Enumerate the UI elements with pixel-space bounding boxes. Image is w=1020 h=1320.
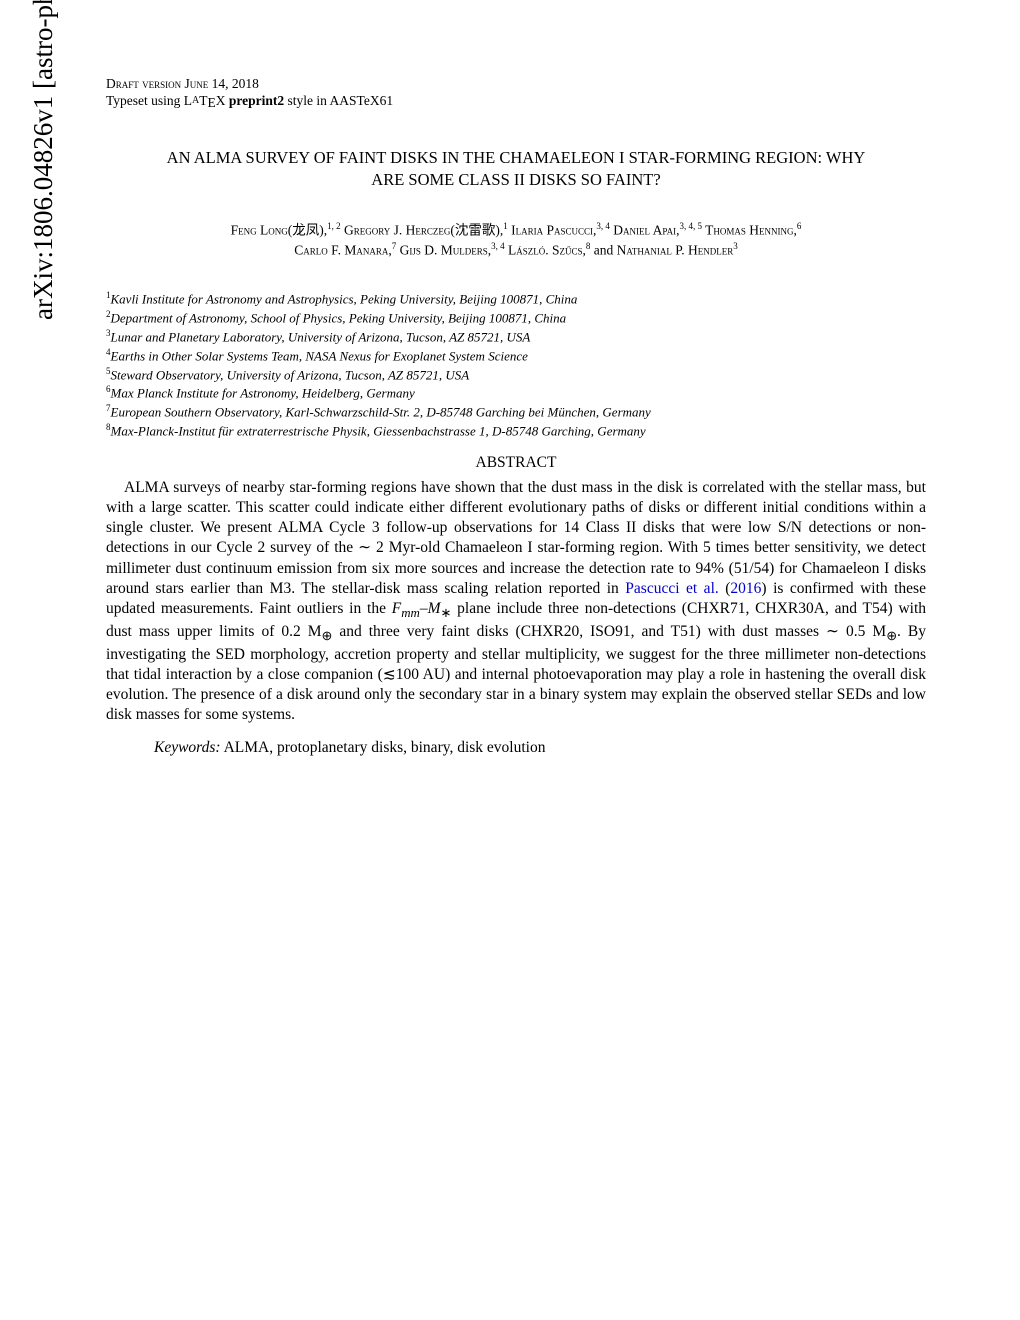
earth-symbol-2: ⊕ bbox=[886, 628, 897, 643]
abstract-body: ALMA surveys of nearby star-forming regi… bbox=[106, 478, 926, 725]
title-line1: AN ALMA SURVEY OF FAINT DISKS IN THE CHA… bbox=[167, 148, 866, 167]
and-word: and bbox=[590, 243, 613, 258]
aff-text-4: Earths in Other Solar Systems Team, NASA… bbox=[111, 348, 528, 363]
draft-date: June 14, 2018 bbox=[185, 76, 259, 91]
author-1-close: ), bbox=[319, 222, 327, 237]
draft-version-line: Draft version June 14, 2018 bbox=[106, 76, 926, 92]
author-1-aff: 1, 2 bbox=[327, 221, 341, 231]
affiliation-3: 3Lunar and Planetary Laboratory, Univers… bbox=[106, 327, 926, 346]
author-2-cjk: 沈雷歌 bbox=[455, 222, 496, 237]
affiliation-7: 7European Southern Observatory, Karl-Sch… bbox=[106, 402, 926, 421]
aff-text-2: Department of Astronomy, School of Physi… bbox=[111, 310, 567, 325]
affiliation-1: 1Kavli Institute for Astronomy and Astro… bbox=[106, 289, 926, 308]
citation-author[interactable]: Pascucci et al. bbox=[625, 580, 718, 597]
author-9-aff: 3 bbox=[733, 241, 738, 251]
author-5-aff: 6 bbox=[797, 221, 802, 231]
earth-symbol-1: ⊕ bbox=[322, 628, 333, 643]
affiliation-4: 4Earths in Other Solar Systems Team, NAS… bbox=[106, 346, 926, 365]
typeset-line: Typeset using LATEX preprint2 style in A… bbox=[106, 93, 926, 111]
typeset-style: preprint2 bbox=[229, 93, 284, 108]
aff-text-7: European Southern Observatory, Karl-Schw… bbox=[111, 405, 651, 420]
author-2: Gregory J. Herczeg( bbox=[341, 222, 455, 237]
author-5: Thomas Henning, bbox=[702, 222, 797, 237]
author-4: Daniel Apai, bbox=[610, 222, 680, 237]
title-line2: ARE SOME CLASS II DISKS SO FAINT? bbox=[371, 170, 660, 189]
paper-title: AN ALMA SURVEY OF FAINT DISKS IN THE CHA… bbox=[106, 147, 926, 192]
latex-x: X bbox=[216, 93, 229, 108]
cite-close: ) bbox=[761, 580, 773, 597]
aff-text-3: Lunar and Planetary Laboratory, Universi… bbox=[111, 329, 531, 344]
aff-text-6: Max Planck Institute for Astronomy, Heid… bbox=[111, 386, 415, 401]
author-3: Ilaria Pascucci, bbox=[508, 222, 597, 237]
citation-year[interactable]: 2016 bbox=[730, 580, 761, 597]
affiliation-5: 5Steward Observatory, University of Ariz… bbox=[106, 365, 926, 384]
keywords-label: Keywords: bbox=[154, 739, 221, 756]
aff-text-8: Max-Planck-Institut für extraterrestrisc… bbox=[111, 423, 646, 438]
var-fmm-sub: mm bbox=[401, 605, 420, 620]
arxiv-identifier: arXiv:1806.04826v1 [astro-ph.SR] 13 Jun … bbox=[28, 0, 59, 320]
typeset-prefix: Typeset using L bbox=[106, 93, 192, 108]
keywords-line: Keywords: ALMA, protoplanetary disks, bi… bbox=[154, 739, 926, 757]
author-1: Feng Long( bbox=[231, 222, 293, 237]
draft-label: Draft version bbox=[106, 76, 181, 91]
affiliation-6: 6Max Planck Institute for Astronomy, Hei… bbox=[106, 383, 926, 402]
aff-text-5: Steward Observatory, University of Arizo… bbox=[111, 367, 470, 382]
abstract-part4: and three very faint disks (CHXR20, ISO9… bbox=[332, 623, 886, 640]
var-fmm-f: F bbox=[392, 600, 401, 617]
var-mstar-m: M bbox=[428, 600, 441, 617]
author-3-aff: 3, 4 bbox=[596, 221, 610, 231]
var-mstar-sub: ∗ bbox=[441, 605, 452, 620]
cite-open: ( bbox=[719, 580, 731, 597]
affiliations-block: 1Kavli Institute for Astronomy and Astro… bbox=[106, 289, 926, 440]
author-7: Gijs D. Mulders, bbox=[396, 243, 491, 258]
author-6: Carlo F. Manara, bbox=[294, 243, 391, 258]
author-9: Nathanial P. Hendler bbox=[613, 243, 733, 258]
author-7-aff: 3, 4 bbox=[491, 241, 505, 251]
authors-block: Feng Long(龙凤),1, 2 Gregory J. Herczeg(沈雷… bbox=[106, 220, 926, 262]
var-dash: – bbox=[420, 600, 428, 617]
affiliation-2: 2Department of Astronomy, School of Phys… bbox=[106, 308, 926, 327]
author-4-aff: 3, 4, 5 bbox=[679, 221, 702, 231]
latex-e: E bbox=[208, 95, 216, 110]
latex-t: T bbox=[199, 93, 207, 108]
paper-content: Draft version June 14, 2018 Typeset usin… bbox=[106, 76, 926, 757]
aff-text-1: Kavli Institute for Astronomy and Astrop… bbox=[111, 291, 578, 306]
abstract-heading: ABSTRACT bbox=[106, 454, 926, 472]
affiliation-8: 8Max-Planck-Institut für extraterrestris… bbox=[106, 421, 926, 440]
typeset-suffix: style in AASTeX61 bbox=[284, 93, 393, 108]
keywords-text: ALMA, protoplanetary disks, binary, disk… bbox=[221, 739, 546, 756]
author-8: László. Szűcs, bbox=[505, 243, 586, 258]
author-1-cjk: 龙凤 bbox=[292, 222, 319, 237]
